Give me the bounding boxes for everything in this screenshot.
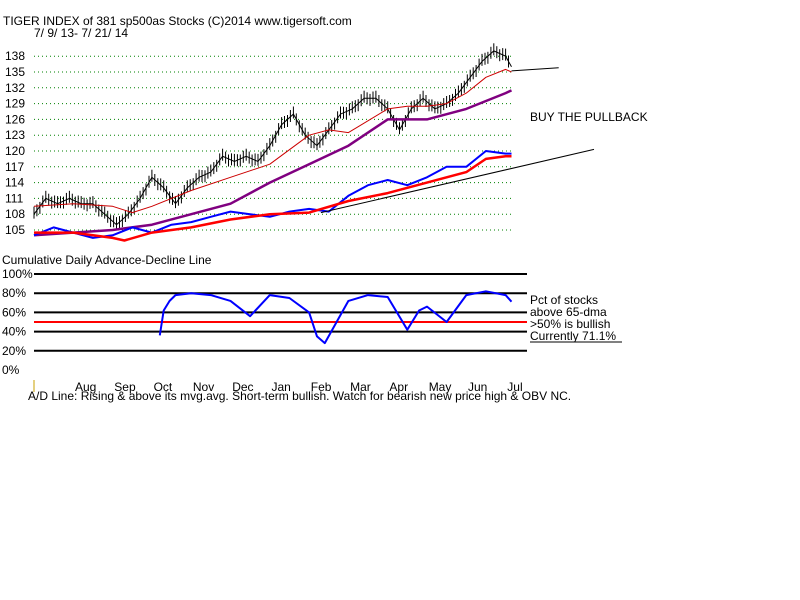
currently-label: Currently 71.1% bbox=[530, 329, 616, 343]
lower-chart-title: Cumulative Daily Advance-Decline Line bbox=[2, 253, 212, 267]
ad_line-line bbox=[33, 150, 512, 239]
footer-note: A/D Line: Rising & above its mvg.avg. Sh… bbox=[28, 389, 571, 403]
upper-y-tick: 111 bbox=[5, 191, 24, 205]
x-tick-nov: Nov bbox=[193, 380, 214, 394]
lower-y-tick: 100% bbox=[2, 267, 33, 281]
pct-above-65dma-line bbox=[158, 290, 513, 345]
upper-y-tick: 117 bbox=[5, 160, 24, 174]
lower-y-tick: 60% bbox=[2, 305, 26, 319]
lower-y-tick: 40% bbox=[2, 325, 26, 339]
x-tick-jan: Jan bbox=[272, 380, 291, 394]
ma_short-line bbox=[33, 68, 512, 214]
buy-pullback-label: BUY THE PULLBACK bbox=[530, 110, 648, 124]
lower-y-tick: 20% bbox=[2, 344, 26, 358]
upper-y-tick: 105 bbox=[5, 223, 25, 237]
price-line bbox=[33, 50, 512, 226]
x-tick-mar: Mar bbox=[350, 380, 371, 394]
upper-y-tick: 120 bbox=[5, 144, 25, 158]
chart-title: TIGER INDEX of 381 sp500as Stocks (C)201… bbox=[3, 14, 352, 28]
ad_ma-line bbox=[34, 155, 512, 242]
bullish-label: >50% is bullish bbox=[530, 317, 610, 331]
x-tick-dec: Dec bbox=[232, 380, 253, 394]
upper-y-tick: 135 bbox=[5, 65, 25, 79]
upper-y-tick: 123 bbox=[5, 128, 25, 142]
x-tick-jun: Jun bbox=[468, 380, 487, 394]
upper-y-tick: 126 bbox=[5, 112, 25, 126]
lower-y-tick: 80% bbox=[2, 286, 26, 300]
pct-label-1: Pct of stocks bbox=[530, 293, 598, 307]
x-tick-jul: Jul bbox=[507, 380, 522, 394]
x-tick-sep: Sep bbox=[114, 380, 136, 394]
x-tick-apr: Apr bbox=[389, 380, 408, 394]
x-tick-oct: Oct bbox=[154, 380, 173, 394]
date-range: 7/ 9/ 13- 7/ 21/ 14 bbox=[34, 26, 128, 40]
trendline-line bbox=[511, 67, 559, 72]
lower-chart: 0% 20% 40% 60% 80% 100% Aug Sep Oct Nov Dec Jan Feb M… bbox=[2, 267, 527, 394]
upper-y-tick: 129 bbox=[5, 97, 25, 111]
price-bars bbox=[33, 43, 509, 230]
upper-y-tick: 132 bbox=[5, 81, 25, 95]
upper-y-tick: 108 bbox=[5, 207, 25, 221]
upper-y-tick: 138 bbox=[5, 49, 25, 63]
upper-y-tick: 114 bbox=[5, 176, 24, 190]
ma_long-line bbox=[33, 89, 513, 237]
x-tick-aug: Aug bbox=[75, 380, 96, 394]
pct-label-2: above 65-dma bbox=[530, 305, 607, 319]
x-tick-may: May bbox=[429, 380, 452, 394]
lower-y-tick: 0% bbox=[2, 363, 20, 377]
x-tick-feb: Feb bbox=[311, 380, 332, 394]
trendline-line bbox=[320, 148, 595, 214]
